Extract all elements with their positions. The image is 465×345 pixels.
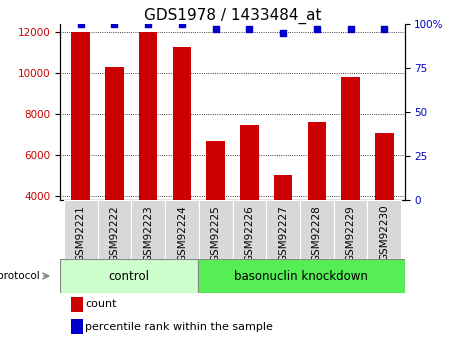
Bar [206,141,225,278]
Point [178,21,186,27]
Point [246,27,253,32]
Bar [240,126,259,278]
Point [279,30,287,36]
Point [111,21,118,27]
Bar [198,259,405,293]
Text: GSM92223: GSM92223 [143,205,153,262]
Bar [341,77,360,278]
Text: GSM92228: GSM92228 [312,205,322,262]
Point [212,27,219,32]
Bar [139,32,158,278]
Bar [375,132,393,278]
Bar [60,259,198,293]
Point [380,27,388,32]
Point [145,21,152,27]
Bar [165,200,199,259]
Bar [64,200,98,259]
Point [347,27,354,32]
Point [313,27,320,32]
Text: control: control [109,269,150,283]
Text: count: count [85,299,117,309]
Text: GSM92230: GSM92230 [379,205,389,262]
Text: GSM92221: GSM92221 [76,205,86,262]
Bar [334,200,367,259]
Text: protocol: protocol [0,271,39,281]
Bar [98,200,131,259]
Text: GSM92229: GSM92229 [345,205,356,262]
Bar [307,122,326,278]
Bar [72,32,90,278]
Bar [173,47,191,278]
Bar [71,319,83,334]
Bar [131,200,165,259]
Text: GSM92227: GSM92227 [278,205,288,262]
Text: GSM92222: GSM92222 [109,205,120,262]
Title: GDS1978 / 1433484_at: GDS1978 / 1433484_at [144,8,321,24]
Bar [105,67,124,278]
Text: GSM92225: GSM92225 [211,205,220,262]
Text: GSM92224: GSM92224 [177,205,187,262]
Bar [199,200,232,259]
Bar [274,175,292,278]
Text: GSM92226: GSM92226 [245,205,254,262]
Point [77,21,85,27]
Text: percentile rank within the sample: percentile rank within the sample [85,322,273,332]
Bar [232,200,266,259]
Bar [367,200,401,259]
Text: basonuclin knockdown: basonuclin knockdown [234,269,368,283]
Bar [300,200,334,259]
Bar [266,200,300,259]
Bar [71,297,83,312]
